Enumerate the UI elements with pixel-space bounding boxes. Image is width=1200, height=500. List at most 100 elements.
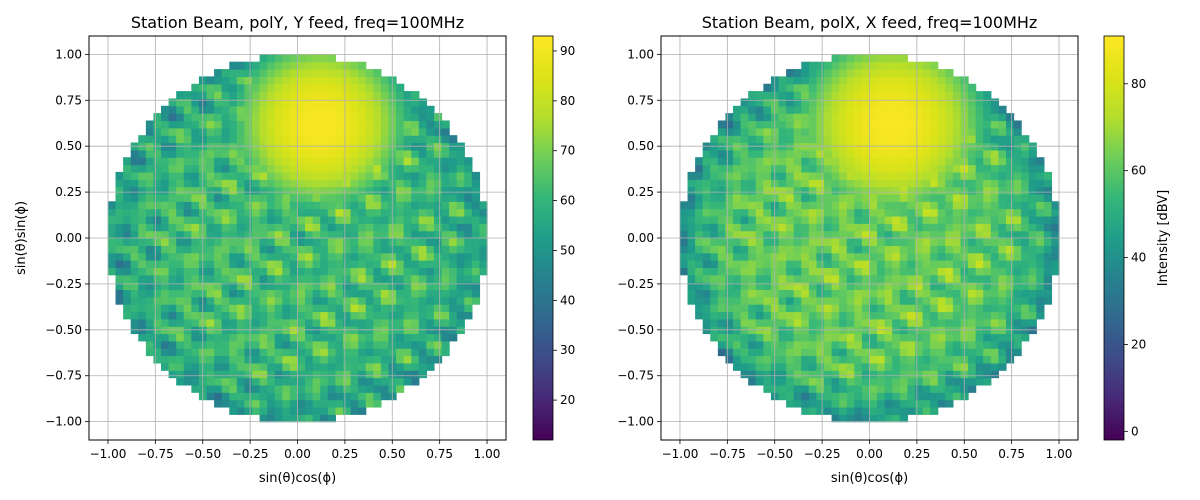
heatmap-cell — [983, 127, 992, 136]
heatmap-cell — [342, 370, 352, 379]
heatmap-cell — [320, 186, 329, 195]
heatmap-cell — [1051, 201, 1060, 210]
heatmap-cell — [877, 355, 886, 364]
heatmap-cell — [846, 333, 855, 342]
right-chart: Station Beam, polX, X feed, freq=100MHz … — [617, 13, 1171, 486]
heatmap-cell — [975, 113, 984, 122]
heatmap-cell — [899, 245, 909, 254]
heatmap-cell — [937, 311, 946, 320]
heatmap-cell — [892, 157, 901, 166]
heatmap-cell — [358, 76, 367, 85]
heatmap-cell — [1005, 289, 1015, 298]
heatmap-cell — [725, 186, 734, 195]
heatmap-cell — [380, 377, 390, 386]
heatmap-cell — [695, 282, 704, 291]
heatmap-cell — [176, 193, 185, 202]
heatmap-cell — [755, 113, 764, 122]
heatmap-cell — [214, 399, 223, 408]
heatmap-cell — [236, 245, 246, 254]
heatmap-cell — [695, 179, 704, 188]
heatmap-cell — [214, 282, 223, 291]
heatmap-cell — [1028, 274, 1037, 283]
heatmap-cell — [320, 377, 329, 386]
heatmap-cell — [456, 282, 465, 291]
heatmap-cell — [358, 311, 367, 320]
heatmap-cell — [952, 230, 962, 239]
heatmap-cell — [748, 348, 757, 357]
heatmap-cell — [206, 370, 215, 379]
heatmap-cell — [907, 120, 916, 129]
heatmap-cell — [123, 260, 132, 268]
heatmap-cell — [861, 149, 871, 158]
heatmap-cell — [305, 282, 314, 291]
y-tick-label: 0.25 — [627, 185, 654, 199]
heatmap-cell — [808, 282, 818, 291]
heatmap-cell — [282, 215, 291, 224]
heatmap-cell — [244, 186, 253, 195]
heatmap-cell — [365, 355, 374, 364]
heatmap-cell — [930, 61, 939, 70]
heatmap-cell — [968, 230, 977, 239]
heatmap-cell — [778, 105, 787, 114]
heatmap-cell — [1036, 208, 1045, 217]
heatmap-cell — [907, 260, 916, 268]
heatmap-cell — [236, 127, 246, 136]
heatmap-cell — [206, 348, 215, 357]
heatmap-cell — [945, 69, 954, 77]
heatmap-cell — [221, 296, 230, 305]
heatmap-cell — [252, 252, 261, 261]
heatmap-cell — [808, 223, 818, 232]
heatmap-cell — [161, 215, 170, 224]
heatmap-cell — [335, 171, 344, 180]
x-tick-label: −1.00 — [90, 447, 127, 461]
heatmap-cell — [145, 208, 155, 217]
heatmap-cell — [793, 370, 802, 379]
heatmap-cell — [297, 296, 306, 305]
heatmap-cell — [153, 201, 162, 210]
heatmap-cell — [365, 362, 374, 371]
heatmap-cell — [456, 164, 465, 173]
heatmap-cell — [342, 179, 352, 188]
heatmap-cell — [899, 252, 909, 261]
heatmap-cell — [930, 377, 939, 386]
heatmap-cell — [930, 304, 939, 313]
heatmap-cell — [937, 318, 946, 327]
heatmap-cell — [786, 362, 795, 371]
heatmap-cell — [778, 193, 787, 202]
heatmap-cell — [733, 186, 742, 195]
heatmap-cell — [733, 333, 742, 342]
heatmap-cell — [471, 186, 481, 195]
colorbar-tick-label: 40 — [1131, 251, 1146, 265]
heatmap-cell — [259, 83, 268, 92]
heatmap-cell — [259, 392, 268, 401]
heatmap-cell — [748, 230, 757, 239]
heatmap-cell — [839, 392, 848, 401]
heatmap-cell — [380, 193, 390, 202]
heatmap-cell — [945, 311, 954, 320]
heatmap-cell — [679, 267, 689, 276]
heatmap-cell — [320, 296, 329, 305]
heatmap-cell — [252, 406, 261, 415]
heatmap-cell — [748, 113, 757, 122]
heatmap-cell — [824, 260, 833, 268]
heatmap-cell — [725, 208, 734, 217]
heatmap-cell — [145, 120, 155, 129]
heatmap-cell — [892, 267, 901, 276]
heatmap-cell — [229, 69, 238, 77]
heatmap-cell — [403, 274, 412, 283]
heatmap-cell — [342, 267, 352, 276]
heatmap-cell — [740, 267, 749, 276]
heatmap-cell — [138, 318, 147, 327]
heatmap-cell — [892, 392, 901, 401]
heatmap-cell — [907, 193, 916, 202]
heatmap-cell — [183, 91, 192, 100]
heatmap-cell — [710, 318, 719, 327]
heatmap-cell — [358, 135, 367, 144]
colorbar-tick-label: 40 — [560, 293, 575, 307]
heatmap-cell — [267, 406, 276, 415]
heatmap-cell — [373, 193, 382, 202]
heatmap-cell — [274, 384, 283, 393]
heatmap-cell — [702, 186, 711, 195]
heatmap-cell — [755, 274, 764, 283]
x-tick-label: −1.00 — [662, 447, 699, 461]
